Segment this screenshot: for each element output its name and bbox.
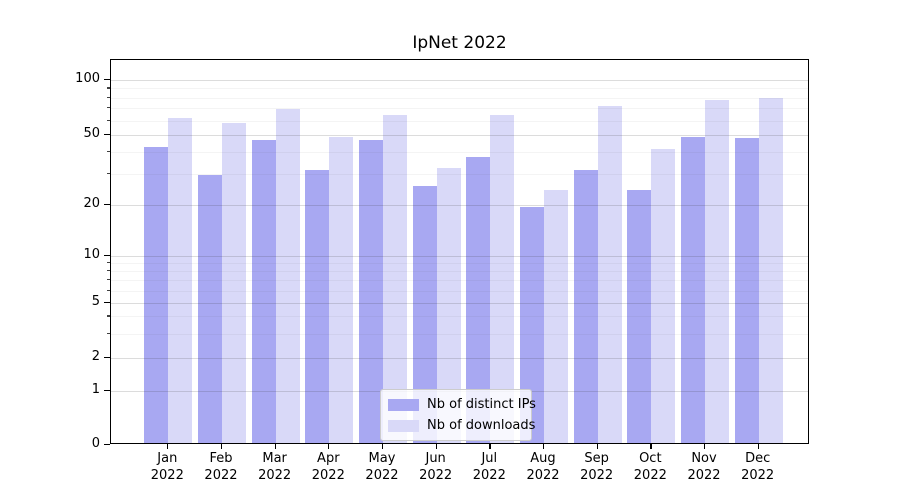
x-tick-mark [274,444,276,449]
y-minor-tick-mark [107,119,110,121]
bar-distinct-ips-apr [305,170,330,443]
x-tick-label-oct: Oct 2022 [633,451,667,483]
x-tick-mark [220,444,223,449]
y-minor-tick-mark [107,173,110,175]
minor-gridline [111,120,808,122]
x-tick-label-mar: Mar 2022 [258,451,292,483]
bar-distinct-ips-nov [681,136,705,443]
y-minor-tick-mark [107,270,110,272]
y-minor-tick-mark [107,87,110,89]
legend-item: Nb of downloads [388,416,535,435]
bar-downloads-apr [329,136,354,443]
legend: Nb of distinct IPs Nb of downloads [380,389,536,441]
x-tick-mark [650,444,652,449]
plot-area [110,59,809,444]
x-tick-label-feb: Feb 2022 [204,451,238,483]
y-minor-tick-mark [107,289,110,291]
x-tick-label-apr: Apr 2022 [311,451,345,483]
bar-distinct-ips-mar [251,139,276,443]
x-tick-mark [704,444,706,449]
x-tick-label-jan: Jan 2022 [150,451,184,483]
x-tick-label-may: May 2022 [365,451,399,483]
major-gridline [111,80,808,81]
y-tick-label: 10 [83,247,100,262]
bar-distinct-ips-dec [734,138,759,443]
x-tick-label-aug: Aug 2022 [526,451,560,483]
y-tick-mark [104,255,110,257]
y-tick-mark [104,204,110,206]
bar-distinct-ips-feb [197,175,222,443]
y-minor-tick-mark [107,262,110,264]
x-tick-mark [542,444,545,449]
x-tick-label-jul: Jul 2022 [472,451,506,483]
y-tick-mark [104,302,110,304]
x-tick-mark [381,444,384,449]
x-tick-mark [435,444,437,449]
y-tick-label: 20 [83,196,100,211]
bar-distinct-ips-oct [627,189,652,443]
x-tick-mark [167,444,169,449]
y-tick-mark [104,390,110,392]
x-tick-label-nov: Nov 2022 [687,451,721,483]
bar-distinct-ips-jan [144,146,169,443]
bar-downloads-feb [221,123,246,443]
y-minor-tick-mark [107,315,110,317]
bar-downloads-jan [168,117,193,443]
y-tick-mark [104,443,110,445]
bar-downloads-mar [275,109,300,443]
y-tick-label: 0 [91,435,100,451]
y-tick-label: 5 [91,294,100,309]
bar-downloads-jul [490,115,515,443]
legend-label: Nb of downloads [427,418,536,433]
x-tick-mark [596,444,598,449]
y-minor-tick-mark [107,332,110,334]
chart-title: IpNet 2022 [412,33,507,53]
x-tick-mark [489,444,491,449]
x-tick-mark [328,444,330,449]
bar-distinct-ips-may [358,139,383,443]
y-minor-tick-mark [107,279,110,281]
bar-downloads-may [382,115,407,443]
bar-distinct-ips-sep [573,170,598,443]
legend-item: Nb of distinct IPs [388,395,536,414]
bar-downloads-sep [597,105,622,443]
y-minor-tick-mark [107,151,110,153]
y-tick-mark [104,357,110,359]
y-tick-mark [104,79,110,81]
y-tick-label: 100 [75,71,100,86]
y-tick-label: 2 [91,349,100,364]
y-tick-label: 1 [91,382,100,397]
minor-gridline [111,97,808,99]
x-tick-label-sep: Sep 2022 [580,451,614,483]
bar-downloads-nov [705,100,729,443]
minor-gridline [111,108,808,110]
legend-swatch-downloads [388,419,419,432]
bar-downloads-aug [543,189,568,443]
y-tick-mark [104,134,110,136]
y-minor-tick-mark [107,96,110,98]
x-tick-mark [757,444,759,449]
y-tick-label: 50 [83,126,100,141]
legend-swatch-distinct-ips [388,398,419,411]
legend-label: Nb of distinct IPs [427,397,536,412]
x-tick-label-dec: Dec 2022 [741,451,775,483]
bar-downloads-oct [651,148,676,443]
y-minor-tick-mark [107,107,110,109]
x-tick-label-jun: Jun 2022 [419,451,453,483]
bar-downloads-dec [758,98,783,443]
minor-gridline [111,88,808,90]
